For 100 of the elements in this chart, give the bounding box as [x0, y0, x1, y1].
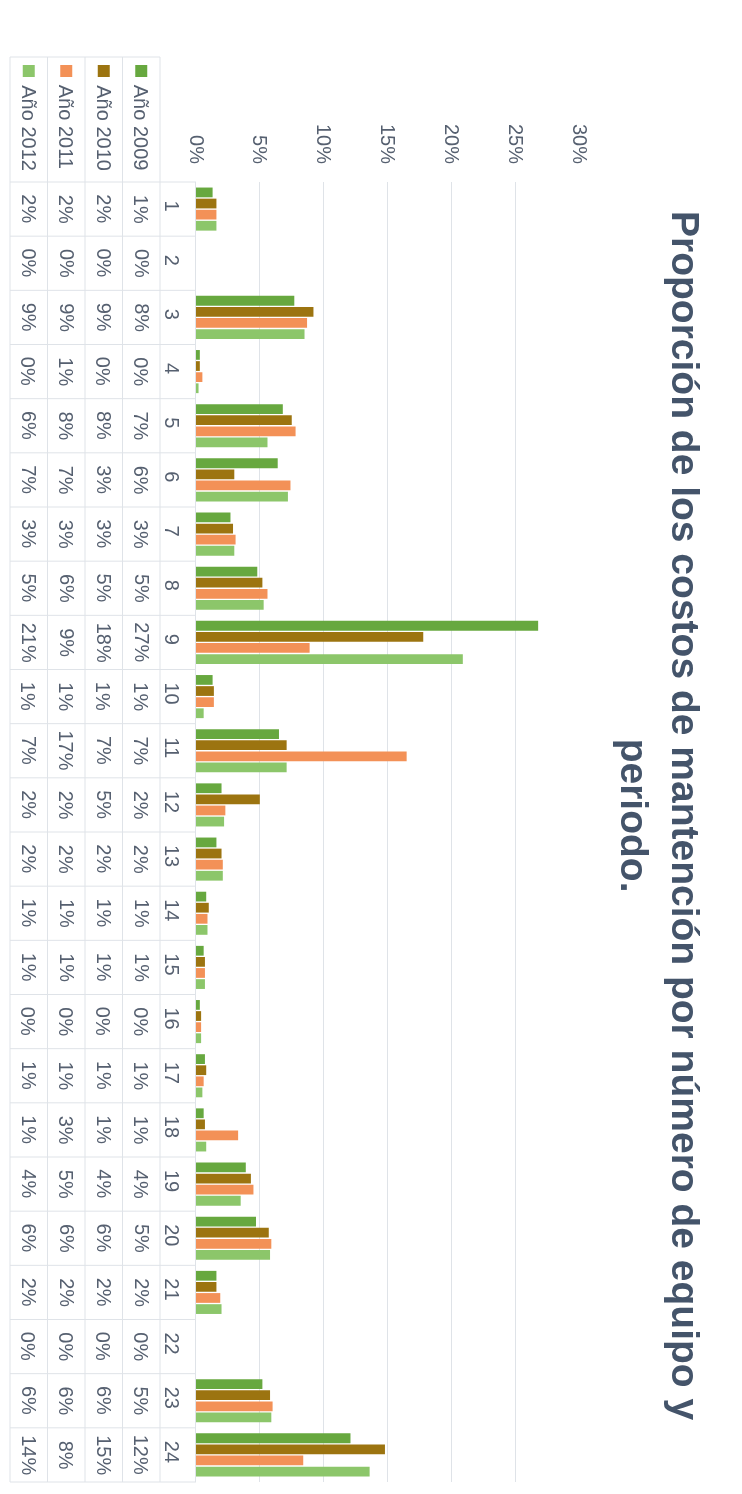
bar	[196, 708, 204, 719]
bar	[196, 1412, 272, 1423]
bar	[196, 891, 207, 902]
text: Proporción de los costos de mantención por número de equipo y periodo.	[613, 211, 707, 1421]
bar	[196, 675, 213, 685]
bar	[196, 1119, 205, 1130]
data-label: 1%	[92, 1115, 115, 1145]
data-label: 12%	[130, 1434, 153, 1475]
y-tick-label: 20	[161, 1224, 183, 1247]
bar	[196, 1076, 204, 1087]
y-tick-label: 17	[161, 1061, 183, 1084]
bar	[196, 187, 213, 198]
data-label: 2%	[55, 844, 78, 874]
x-tick-label: 5%	[249, 135, 272, 165]
bar	[196, 902, 209, 913]
data-label: 2%	[130, 1278, 153, 1308]
data-label: 5%	[18, 573, 40, 603]
bar	[196, 783, 222, 794]
data-label: 6%	[55, 574, 78, 604]
y-tick-label: 19	[161, 1169, 183, 1193]
y-tick-label: 3	[161, 308, 183, 320]
y-tick-label: 12	[161, 790, 183, 814]
bar	[196, 805, 226, 816]
data-label: 0%	[129, 1332, 152, 1362]
bar	[196, 1455, 304, 1466]
bar	[196, 1130, 239, 1141]
data-label: 6%	[130, 465, 153, 495]
y-tick-label: 9	[161, 633, 183, 645]
data-label: 0%	[17, 1331, 40, 1361]
bar	[196, 631, 424, 642]
data-label: 6%	[55, 1224, 78, 1254]
bar	[196, 1401, 273, 1412]
y-tick-label: 6	[161, 471, 183, 483]
data-label: 5%	[130, 1224, 153, 1254]
bar	[196, 686, 214, 696]
y-tick-label: 2	[161, 254, 183, 266]
bar	[196, 1270, 217, 1281]
data-label: 6%	[18, 1223, 40, 1253]
bar	[196, 577, 263, 588]
bar	[196, 329, 305, 339]
data-label: 3%	[55, 519, 78, 549]
data-label: 8%	[92, 411, 115, 441]
bar	[196, 491, 288, 502]
data-label: 0%	[92, 1331, 115, 1361]
data-label: 0%	[92, 356, 115, 386]
y-tick-label: 4	[161, 363, 183, 375]
data-label: 1%	[17, 1115, 40, 1145]
data-label: 1%	[130, 1115, 153, 1145]
data-label: 1%	[92, 1061, 115, 1091]
x-tick-label: 30%	[568, 123, 591, 165]
data-label: 2%	[18, 1277, 41, 1307]
bar	[196, 372, 203, 383]
data-label: 2%	[93, 1277, 116, 1307]
bar	[196, 1466, 370, 1477]
y-tick-label: 1	[161, 200, 183, 212]
data-label: 0%	[17, 356, 40, 386]
bar	[196, 1250, 271, 1260]
legend-label: Año 2009	[130, 84, 153, 171]
data-label: 0%	[18, 248, 40, 278]
data-label: 3%	[92, 519, 115, 549]
bar	[196, 1195, 241, 1206]
data-label: 0%	[129, 357, 152, 387]
bar	[196, 1173, 251, 1184]
x-tick-label: 20%	[440, 123, 463, 165]
data-label: 9%	[93, 302, 116, 332]
bar	[196, 1293, 221, 1303]
data-label: 2%	[17, 844, 40, 874]
bar	[196, 1011, 202, 1021]
data-label: 3%	[55, 1115, 78, 1145]
bar	[196, 1162, 246, 1173]
bar	[196, 1065, 207, 1076]
data-label: 1%	[55, 953, 78, 983]
data-label: 17%	[55, 730, 77, 771]
data-label: 0%	[55, 249, 78, 279]
data-label: 2%	[17, 790, 40, 820]
bar	[196, 566, 258, 577]
data-label: 7%	[92, 736, 115, 766]
y-tick-label: 22	[161, 1332, 183, 1355]
bar	[196, 697, 214, 708]
data-label: 1%	[55, 1061, 77, 1091]
bar	[196, 620, 539, 631]
legend-label: Año 2011	[55, 84, 78, 169]
y-tick-label: 7	[161, 525, 183, 537]
data-label: 0%	[92, 1006, 115, 1036]
bar	[196, 945, 204, 956]
bar	[196, 870, 223, 881]
bar	[196, 837, 217, 848]
bar	[196, 437, 268, 448]
bar	[196, 534, 236, 545]
data-label: 9%	[55, 303, 78, 333]
data-label: 1%	[92, 681, 115, 711]
bar	[196, 1000, 200, 1010]
bar	[196, 1238, 272, 1249]
data-label: 9%	[55, 628, 78, 658]
bar	[196, 350, 200, 360]
bar	[196, 480, 291, 491]
data-label: 1%	[130, 899, 153, 929]
data-label: 1%	[130, 953, 153, 983]
y-tick-label: 24	[161, 1440, 183, 1464]
data-label: 2%	[55, 790, 78, 820]
